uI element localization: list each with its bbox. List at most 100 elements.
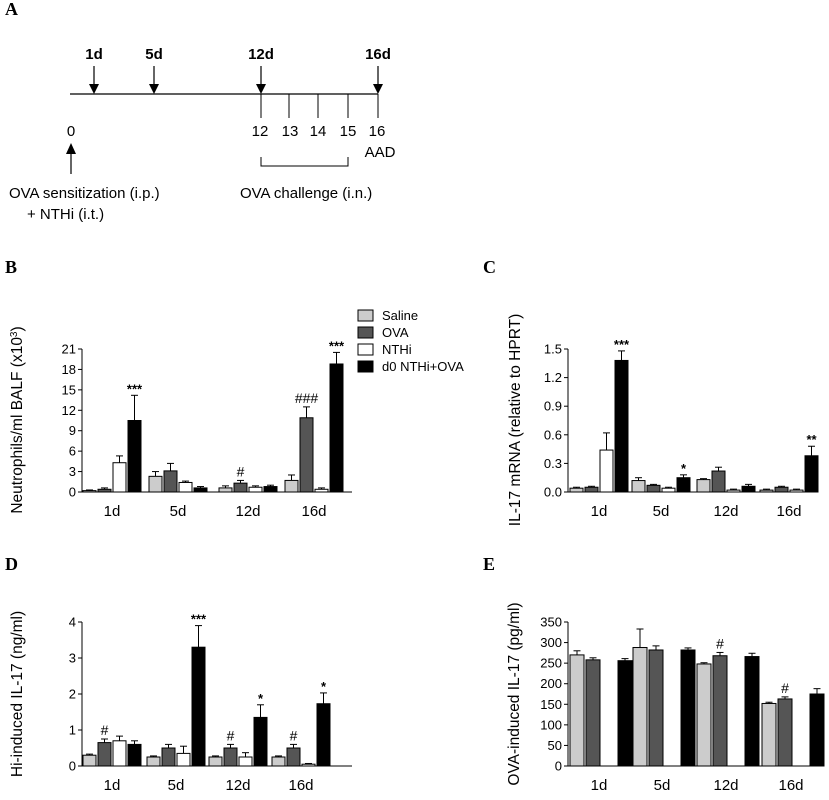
chart-panel-d: 0 1 2 3 4 Hi-induced IL-17 (ng/ml) 1d 5d 12d 16d #…: [9, 611, 352, 794]
timeline-tick-13: 13: [282, 123, 299, 140]
panel-label-a: A: [5, 0, 18, 19]
bar-ova-12d: [233, 482, 248, 493]
timeline-label-12d: 12d: [248, 46, 274, 63]
bar-combo-12d: [741, 485, 756, 493]
bar-saline-5d: [632, 647, 648, 767]
panel-label-b: B: [5, 257, 17, 277]
x-category-label: 16d: [776, 503, 801, 520]
bar-saline-12d: [696, 663, 712, 767]
x-category-label: 12d: [713, 503, 738, 520]
x-category-label: 12d: [713, 777, 738, 794]
legend-label-saline: Saline: [382, 308, 418, 323]
timeline-tick-15: 15: [340, 123, 357, 140]
y-tick-label: 3: [69, 651, 76, 666]
bar-combo-12d: [744, 656, 760, 767]
y-tick-label: 1.5: [544, 342, 562, 357]
bar-saline-12d: [696, 479, 711, 493]
legend-swatch-ova: [357, 326, 374, 339]
arrow-down-icon: [89, 66, 99, 94]
y-axis-label: Neutrophils/ml BALF (x103): [9, 326, 26, 513]
significance-star: *: [321, 679, 327, 694]
x-category-label: 16d: [301, 503, 326, 520]
y-tick-label: 200: [540, 676, 562, 691]
y-tick-label: 100: [540, 717, 562, 732]
y-axis-label-text: Neutrophils/ml BALF (x10: [9, 337, 26, 514]
x-category-label: 1d: [104, 777, 121, 794]
sensitization-label: OVA sensitization (i.p.): [9, 185, 160, 202]
significance-hash: #: [290, 727, 298, 743]
y-tick-label: 0.3: [544, 456, 562, 471]
y-tick-label: 0.9: [544, 399, 562, 414]
bar-saline-1d: [82, 490, 97, 493]
bar-nthi-12d: [248, 486, 263, 493]
bar-combo-12d: [253, 716, 268, 767]
significance-hash: #: [716, 635, 724, 651]
significance-star: ***: [329, 338, 345, 353]
bar-combo-5d: [676, 477, 691, 493]
y-tick-label: 0: [69, 759, 76, 774]
bar-nthi-1d: [599, 449, 614, 493]
chart-panel-e: 0 50 100 150 200 250 300 350 OVA-induced IL-17 (…: [506, 602, 825, 794]
timeline-label-5d: 5d: [145, 46, 163, 63]
x-category-label: 5d: [653, 503, 670, 520]
bar-saline-16d: [761, 702, 777, 767]
timeline: 1d 5d 12d 16d 0 12 13 14 15 16 AAD OVA s…: [9, 46, 396, 223]
bar-saline-16d: [271, 756, 286, 767]
y-tick-label: 18: [62, 362, 76, 377]
bar-saline-5d: [146, 756, 161, 767]
bar-combo-16d: [804, 455, 819, 493]
bar-saline-1d: [569, 654, 585, 767]
bar-nthi-16d: [789, 489, 804, 493]
bar-combo-16d: [809, 693, 825, 767]
y-tick-label: 350: [540, 615, 562, 630]
y-tick-label: 9: [69, 423, 76, 438]
y-tick-label: 21: [62, 342, 76, 357]
y-tick-label: 6: [69, 444, 76, 459]
bar-saline-1d: [569, 487, 584, 493]
arrow-up-icon: [66, 143, 76, 174]
significance-star: ***: [191, 612, 207, 627]
arrow-down-icon: [256, 66, 266, 94]
bar-saline-1d: [82, 754, 97, 767]
bar-nthi-12d: [726, 489, 741, 493]
y-tick-label: 3: [69, 464, 76, 479]
panel-label-d: D: [5, 554, 18, 574]
timeline-label-16d: 16d: [365, 46, 391, 63]
significance-hash: ###: [295, 390, 319, 406]
timeline-tick-16: 16: [369, 123, 386, 140]
y-axis-label: Hi-induced IL-17 (ng/ml): [9, 611, 26, 777]
y-tick-label: 150: [540, 697, 562, 712]
bar-combo-16d: [329, 363, 344, 493]
legend: Saline OVA NTHi d0 NTHi+OVA: [357, 308, 464, 374]
aad-label: AAD: [365, 144, 396, 161]
chart-panel-c: 0.0 0.3 0.6 0.9 1.2 1.5 IL-17 mRNA (relative t…: [507, 314, 819, 526]
y-axis-label-superscript: 3: [9, 331, 20, 337]
bar-ova-16d: [286, 747, 301, 767]
significance-star: *: [681, 461, 687, 476]
timeline-label-1d: 1d: [85, 46, 103, 63]
arrow-down-icon: [149, 66, 159, 94]
y-tick-label: 1.2: [544, 370, 562, 385]
bar-nthi-16d: [314, 488, 329, 493]
bar-nthi-12d: [238, 756, 253, 767]
y-tick-label: 300: [540, 635, 562, 650]
bar-combo-5d: [191, 646, 206, 767]
bar-combo-1d: [614, 359, 629, 493]
y-tick-label: 4: [69, 615, 76, 630]
bar-nthi-1d: [112, 462, 127, 493]
bar-combo-12d: [263, 486, 278, 493]
panel-label-c: C: [483, 257, 496, 277]
y-tick-label: 250: [540, 656, 562, 671]
bar-combo-16d: [316, 703, 331, 767]
bar-ova-16d: [774, 486, 789, 493]
bar-ova-1d: [97, 488, 112, 493]
y-tick-label: 0: [555, 759, 562, 774]
y-tick-label: 0.6: [544, 427, 562, 442]
x-category-label: 16d: [778, 777, 803, 794]
legend-swatch-nthi: [357, 343, 374, 356]
significance-star: ***: [614, 337, 630, 352]
bar-saline-5d: [631, 480, 646, 493]
